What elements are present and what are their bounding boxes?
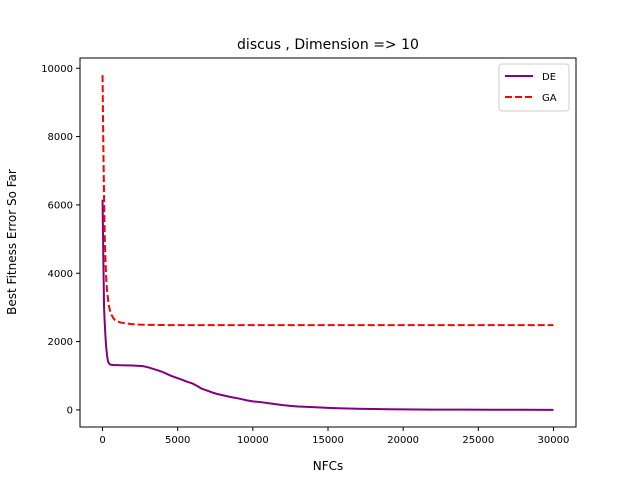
x-tick-label: 25000 [462, 435, 494, 446]
x-axis-title: NFCs [313, 459, 344, 473]
x-tick-label: 5000 [165, 435, 190, 446]
legend-box [498, 63, 570, 112]
y-tick-label: 6000 [48, 200, 73, 211]
y-tick-label: 10000 [41, 64, 73, 75]
x-tick-label: 20000 [387, 435, 419, 446]
y-tick-label: 2000 [48, 337, 73, 348]
x-axis: 0 5000 10000 15000 20000 25000 30000 [99, 427, 569, 446]
legend: DE GA [498, 63, 570, 112]
y-axis: 0 2000 4000 6000 8000 10000 [41, 64, 80, 416]
y-tick-label: 8000 [48, 132, 73, 143]
x-tick-label: 15000 [312, 435, 344, 446]
x-tick-label: 30000 [538, 435, 570, 446]
y-tick-label: 4000 [48, 269, 73, 280]
series-line-de [101, 199, 554, 411]
series-line-ga [101, 75, 554, 327]
legend-label-de: DE [542, 72, 556, 83]
x-tick-label: 10000 [237, 435, 269, 446]
x-tick-label: 0 [99, 435, 105, 446]
legend-label-ga: GA [542, 93, 557, 104]
plot-lines [101, 75, 554, 411]
chart-title: discus , Dimension => 10 [237, 37, 419, 53]
y-tick-label: 0 [67, 405, 73, 416]
y-axis-title: Best Fitness Error So Far [5, 169, 19, 315]
